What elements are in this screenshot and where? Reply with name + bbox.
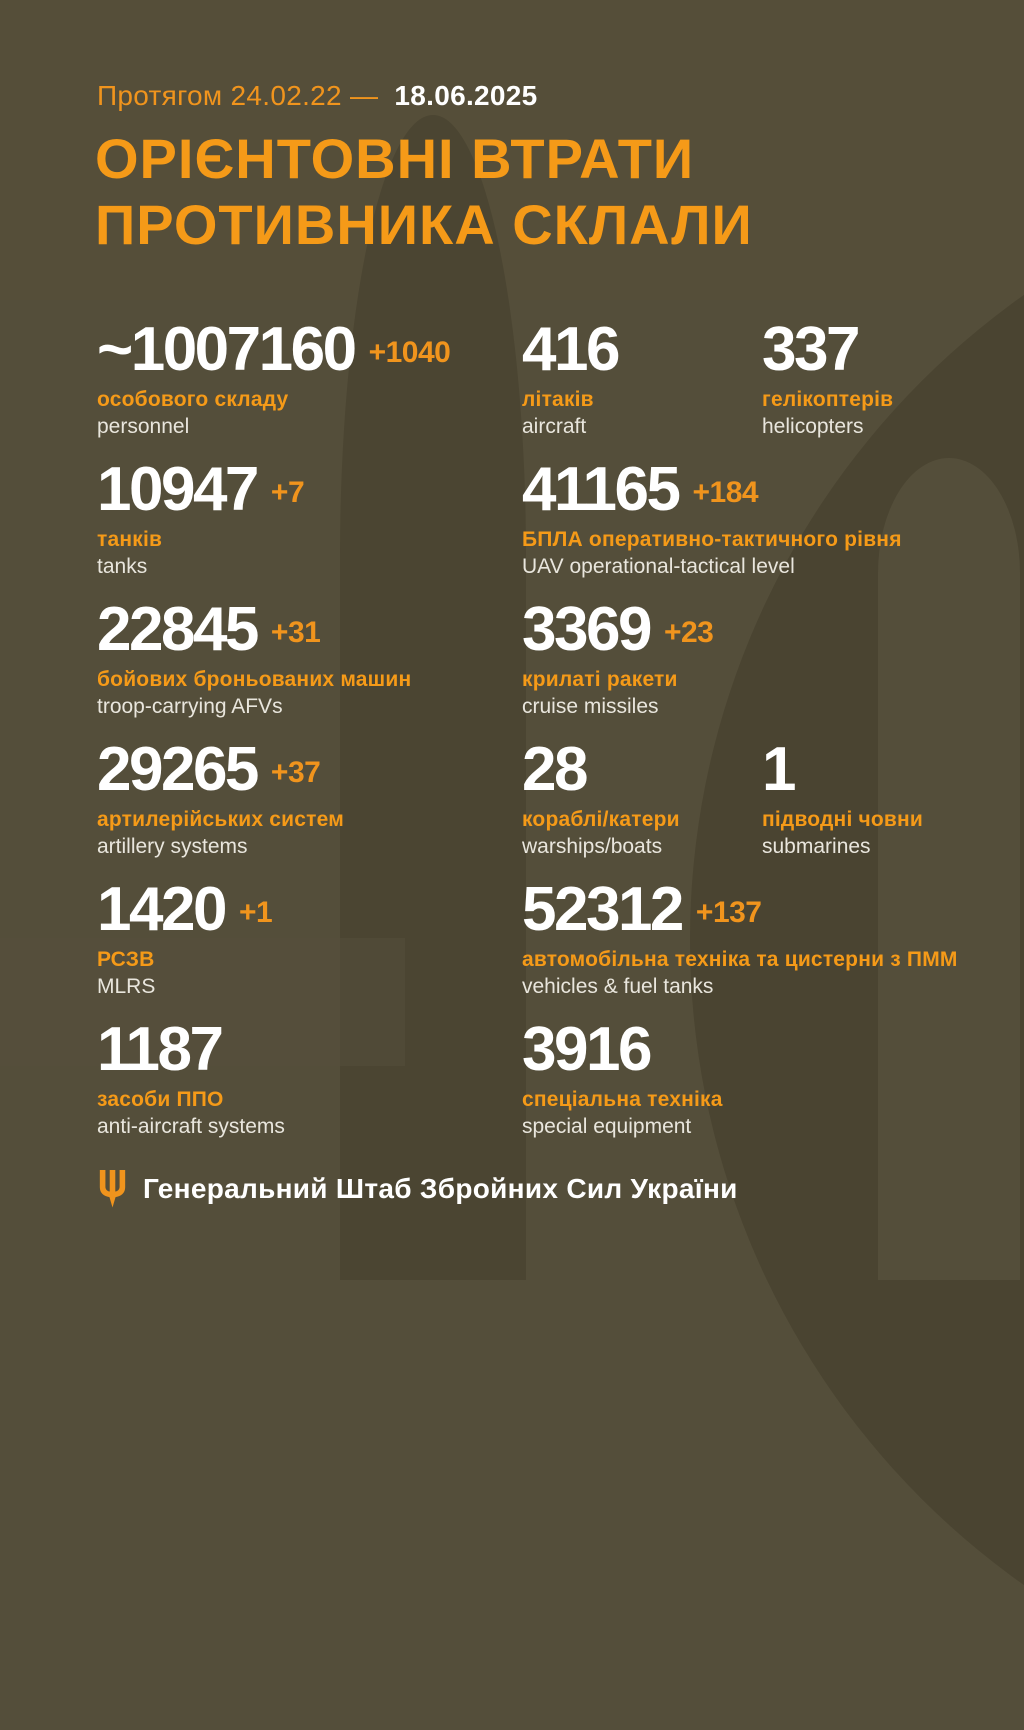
stat-cruise-missiles: 3369 +23 крилаті ракети cruise missiles [522, 595, 714, 719]
stat-mlrs: 1420 +1 РСЗВ MLRS [97, 875, 273, 999]
stat-delta: +137 [695, 896, 762, 929]
stat-label-ua: БПЛА оперативно-тактичного рівня [522, 528, 902, 551]
stat-label-en: special equipment [522, 1115, 692, 1138]
stat-value: 1187 [97, 1015, 224, 1084]
stat-label-en: troop-carrying AFVs [97, 695, 283, 718]
stat-label-en: artillery systems [97, 835, 248, 858]
stat-label-ua: гелікоптерів [762, 388, 894, 411]
stat-label-en: tanks [97, 555, 148, 578]
report-date: 18.06.2025 [394, 80, 538, 111]
period-line: Протягом 24.02.22 — 18.06.2025 [97, 80, 538, 112]
stat-personnel: ~1007160 +1040 особового складу personne… [97, 315, 451, 439]
stat-label-en: personnel [97, 415, 190, 438]
stat-label-en: vehicles & fuel tanks [522, 975, 714, 998]
stat-artillery: 29265 +37 артилерійських систем artiller… [97, 738, 344, 859]
page-title-line2: ПРОТИВНИКА СКЛАЛИ [95, 193, 753, 256]
tryzub-icon [99, 1170, 126, 1208]
period-prefix: Протягом 24.02.22 — [97, 80, 379, 111]
stat-anti-aircraft: 1187 засоби ППО anti-aircraft systems [97, 1018, 285, 1139]
stat-label-ua: крилаті ракети [522, 668, 678, 691]
stat-label-ua: танків [97, 528, 163, 551]
stat-label-en: cruise missiles [522, 695, 659, 718]
stat-label-ua: підводні човни [762, 808, 924, 831]
watermark-trident-blade-right [878, 458, 1020, 1280]
page-title-line1: ОРІЄНТОВНІ ВТРАТИ [95, 127, 695, 190]
footer-org: Генеральний Штаб Збройних Сил України [143, 1173, 738, 1204]
stat-delta: +37 [270, 756, 321, 789]
stat-submarines: 1 підводні човни submarines [762, 738, 923, 859]
stat-value: 10947 [97, 455, 259, 524]
stat-label-ua: автомобільна техніка та цистерни з ПММ [522, 948, 958, 971]
stat-helicopters: 337 гелікоптерів helicopters [762, 318, 893, 439]
stat-value: 1420 [97, 875, 227, 944]
stat-value: 3369 [522, 595, 652, 664]
stat-value: 416 [522, 315, 620, 384]
stat-label-ua: особового складу [97, 388, 289, 411]
stat-tanks: 10947 +7 танків tanks [97, 455, 305, 579]
infographic: Протягом 24.02.22 — 18.06.2025 ОРІЄНТОВН… [95, 80, 958, 1208]
stat-delta: +1 [238, 896, 273, 929]
footer: Генеральний Штаб Збройних Сил України [97, 1170, 738, 1208]
stat-label-ua: артилерійських систем [97, 808, 344, 831]
stat-delta: +1040 [368, 336, 451, 369]
stat-uav: 41165 +184 БПЛА оперативно-тактичного рі… [522, 458, 902, 579]
stat-value: 3916 [522, 1015, 652, 1084]
watermark-patch-left [0, 938, 405, 1066]
stat-value: 29265 [97, 735, 259, 804]
stat-value: 52312 [522, 875, 684, 944]
stat-label-ua: кораблі/катери [522, 808, 680, 831]
stat-label-en: MLRS [97, 975, 156, 998]
stat-value: ~1007160 [97, 315, 357, 384]
stat-delta: +7 [270, 476, 305, 509]
stat-afvs: 22845 +31 бойових броньованих машин troo… [97, 598, 411, 719]
watermark-trident-blade-center [340, 115, 526, 1280]
stat-value: 28 [522, 735, 588, 804]
stat-label-ua: літаків [522, 388, 594, 411]
stat-delta: +23 [663, 616, 714, 649]
stat-value: 337 [762, 315, 860, 384]
stat-aircraft: 416 літаків aircraft [522, 315, 620, 439]
stat-value: 1 [762, 735, 796, 804]
stat-vehicles: 52312 +137 автомобільна техніка та цисте… [522, 878, 958, 999]
stat-label-en: warships/boats [522, 835, 663, 858]
stat-label-ua: бойових броньованих машин [97, 668, 412, 691]
stat-delta: +31 [270, 616, 321, 649]
stat-delta: +184 [692, 476, 759, 509]
stat-label-ua: засоби ППО [97, 1088, 224, 1111]
stat-value: 41165 [522, 455, 681, 524]
stat-special-equipment: 3916 спеціальна техніка special equipmen… [522, 1018, 723, 1139]
stat-label-en: UAV operational-tactical level [522, 555, 795, 578]
stat-value: 22845 [97, 595, 259, 664]
stat-label-ua: спеціальна техніка [522, 1088, 723, 1111]
stat-label-en: anti-aircraft systems [97, 1115, 285, 1138]
stat-label-en: helicopters [762, 415, 864, 438]
page-title: ОРІЄНТОВНІ ВТРАТИ ПРОТИВНИКА СКЛАЛИ [95, 126, 753, 258]
stat-label-en: aircraft [522, 415, 587, 438]
stat-label-en: submarines [762, 835, 871, 858]
stat-label-ua: РСЗВ [97, 948, 155, 971]
watermark-top-light [0, 0, 1024, 300]
stat-warships: 28 кораблі/катери warships/boats [522, 738, 680, 859]
